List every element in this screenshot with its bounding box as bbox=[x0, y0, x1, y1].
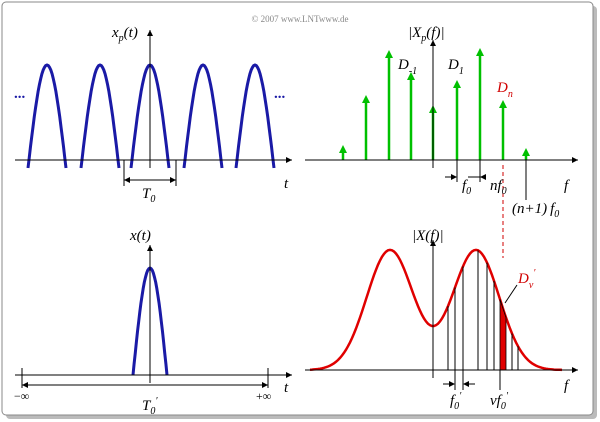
frequency-mark: f0 bbox=[462, 178, 471, 197]
signal-label: x(t) bbox=[129, 228, 151, 244]
frequency-mark: f0′ bbox=[450, 391, 462, 412]
coefficient-label: Dν′ bbox=[517, 268, 536, 291]
label-prime: ′ bbox=[155, 396, 158, 407]
axis-label: t bbox=[284, 380, 289, 396]
label-part: |X bbox=[408, 25, 422, 41]
pulse bbox=[79, 63, 121, 169]
ellipsis: ... bbox=[14, 86, 26, 102]
label-sub: -1 bbox=[409, 66, 417, 77]
period-label: T0′ bbox=[142, 396, 158, 417]
label-sub: 1 bbox=[459, 66, 464, 77]
signal-label: xp(t) bbox=[111, 25, 138, 44]
coefficient-label: D1 bbox=[447, 57, 464, 77]
label-part: D bbox=[447, 57, 459, 73]
coefficient-label: D-1 bbox=[397, 57, 417, 77]
label-prime: ′ bbox=[506, 391, 509, 402]
label-sub: n bbox=[508, 89, 513, 100]
frequency-mark: νf0′ bbox=[490, 391, 509, 412]
label-sub: p bbox=[420, 33, 426, 44]
label-sub: 0 bbox=[501, 401, 506, 412]
period-label: T0 bbox=[142, 186, 155, 205]
label-part: f bbox=[498, 178, 504, 194]
label-part: D bbox=[397, 57, 409, 73]
label-part: D bbox=[517, 271, 529, 287]
label-part: f bbox=[497, 393, 503, 409]
label-sub: 0 bbox=[150, 194, 155, 205]
copyright: © 2007 www.LNTwww.de bbox=[251, 14, 348, 24]
ellipsis: ... bbox=[274, 86, 286, 102]
label-sub: 0 bbox=[150, 406, 155, 417]
spectrum-label: |Xp(f)| bbox=[408, 25, 445, 44]
label-part: T bbox=[142, 398, 152, 414]
label-sub: 0 bbox=[466, 186, 471, 197]
label-part: D bbox=[496, 80, 508, 96]
label-part: (n+1) bbox=[512, 201, 547, 217]
label-part: x bbox=[111, 25, 119, 41]
label-sub: 0 bbox=[454, 401, 459, 412]
spectrum-curve bbox=[309, 248, 563, 372]
label-part: n bbox=[490, 178, 498, 194]
label-part: (t) bbox=[124, 25, 138, 41]
label-part: f bbox=[450, 393, 456, 409]
label-sub: p bbox=[118, 33, 124, 44]
limit-label: −∞ bbox=[14, 389, 29, 403]
limit-label: +∞ bbox=[256, 389, 271, 403]
label-prime: ′ bbox=[533, 268, 536, 279]
axis-label: f bbox=[564, 378, 570, 394]
pulse bbox=[182, 63, 224, 169]
label-sub: 0 bbox=[554, 209, 559, 220]
arrowhead bbox=[480, 174, 486, 180]
label-part: ν bbox=[490, 393, 497, 409]
label-sub: ν bbox=[529, 280, 534, 291]
axis-label: t bbox=[284, 176, 289, 192]
frequency-mark: nf0 bbox=[490, 178, 507, 197]
spectrum-label: |X(f)| bbox=[412, 228, 444, 244]
frequency-mark: (n+1) f0 bbox=[512, 201, 559, 220]
label-part: T bbox=[142, 186, 152, 202]
label-sub: 0 bbox=[502, 186, 507, 197]
coefficient-label: Dn bbox=[496, 80, 513, 100]
label-prime: ′ bbox=[459, 391, 462, 402]
pulse bbox=[26, 63, 68, 169]
pointer bbox=[504, 284, 518, 304]
pulse bbox=[234, 63, 276, 169]
axis-label: f bbox=[564, 178, 570, 194]
label-part: f bbox=[462, 178, 468, 194]
label-part: (f)| bbox=[426, 25, 444, 41]
label-part: f bbox=[550, 201, 556, 217]
